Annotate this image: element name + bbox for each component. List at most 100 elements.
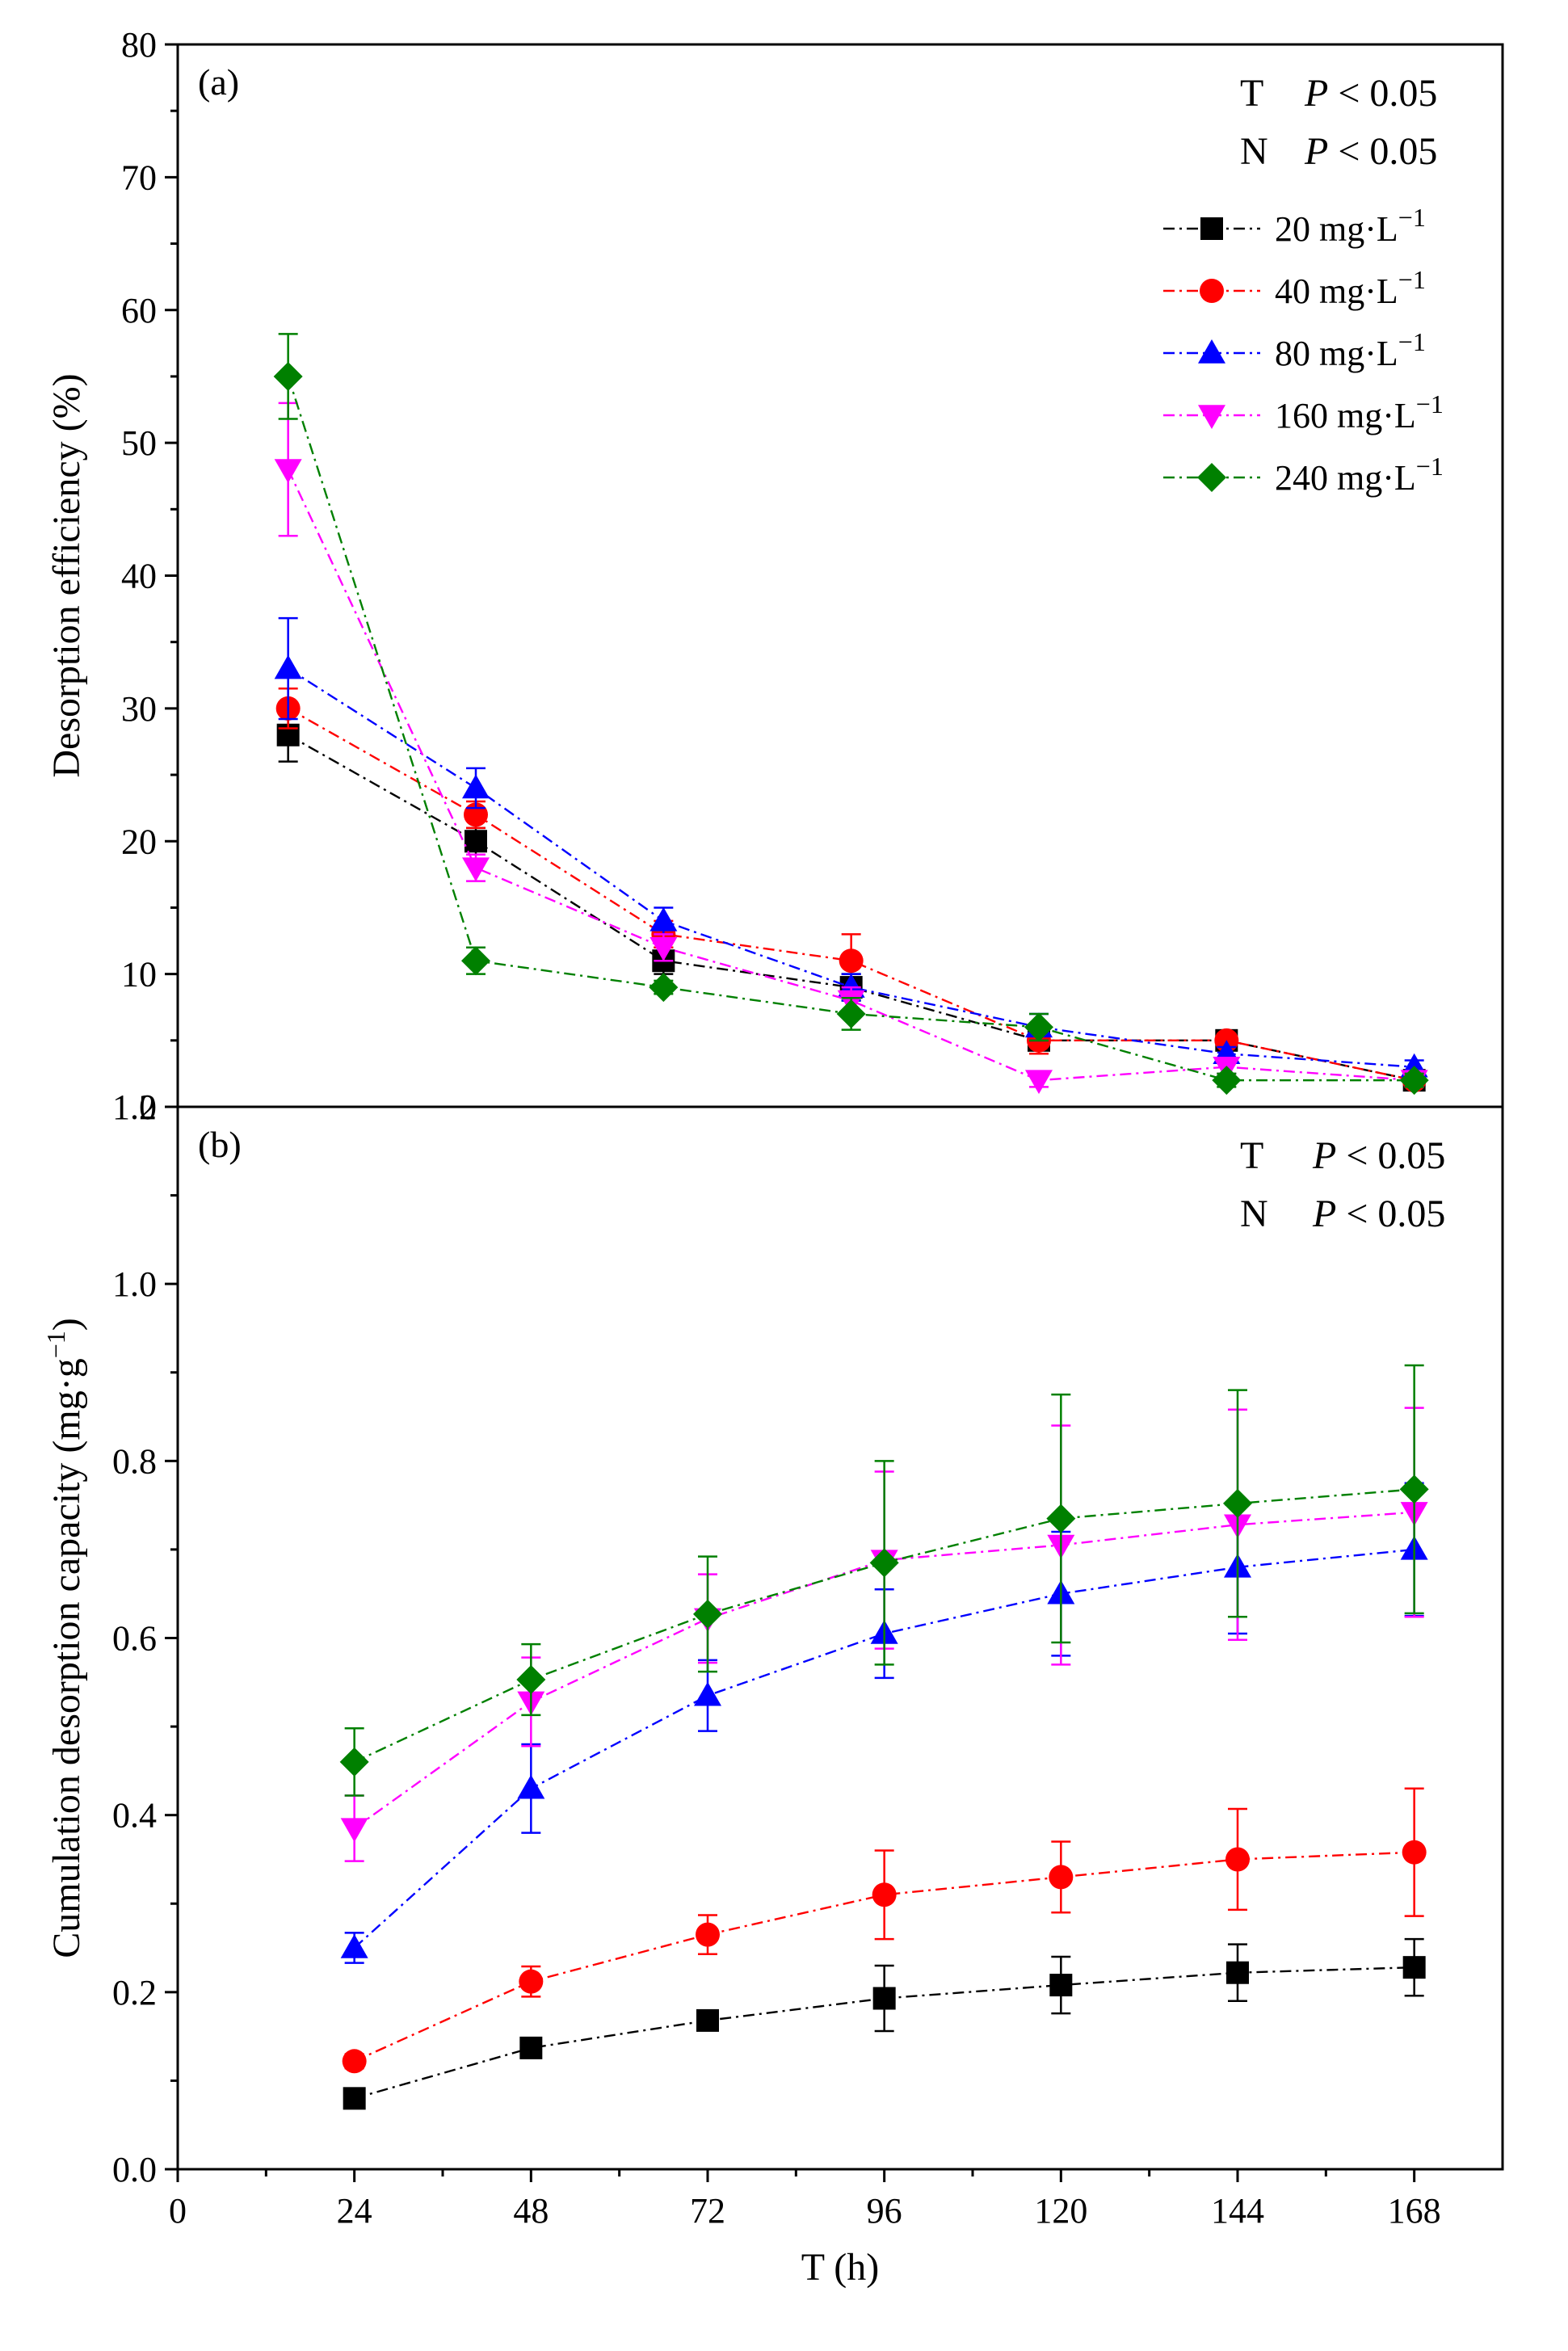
- panel-a: 0 10 20 30 40 50 60 70 80 Desorption efficiency (…: [45, 25, 1504, 1127]
- series-2: [342, 1787, 1427, 2074]
- legend-marker: [1197, 463, 1226, 492]
- panel-label: (b): [198, 1124, 242, 1165]
- data-point: [836, 999, 866, 1028]
- x-axis: T (h): [801, 2246, 879, 2289]
- data-point: [694, 1681, 721, 1706]
- legend-item: 80 mg·L−1: [1163, 327, 1426, 373]
- data-point: [340, 1818, 368, 1843]
- x-tick-label: 0: [169, 2191, 187, 2231]
- data-point: [1049, 1865, 1074, 1890]
- data-point: [1226, 1961, 1249, 1984]
- y-tick-label: 30: [121, 689, 157, 729]
- data-point: [649, 937, 678, 961]
- y-tick-label: 0: [139, 1087, 157, 1127]
- plot-frame: [176, 1105, 1504, 2171]
- legend-item: 20 mg·L−1: [1163, 203, 1426, 249]
- y-tick-label: 0.4: [112, 1796, 157, 1836]
- data-point: [519, 1969, 544, 1994]
- data-point: [274, 654, 302, 679]
- y-tick-label: 0.2: [112, 1973, 157, 2012]
- data-point: [342, 2049, 367, 2074]
- legend-marker: [1200, 279, 1224, 303]
- x-tick-label: 144: [1211, 2191, 1264, 2231]
- data-point: [519, 2036, 543, 2059]
- data-point: [1399, 1474, 1429, 1504]
- data-point: [1402, 1840, 1427, 1865]
- data-point: [1046, 1504, 1076, 1533]
- series-4: [274, 402, 1428, 1095]
- x-axis-title: T (h): [801, 2246, 879, 2289]
- series-5: [339, 1364, 1429, 1797]
- plot-frame: [176, 43, 1504, 1108]
- y-tick-label: 0.8: [112, 1441, 157, 1481]
- data-point: [1049, 1974, 1073, 1997]
- data-point: [839, 948, 864, 974]
- series-2: [275, 687, 1427, 1093]
- x-tick-label: 48: [513, 2191, 549, 2231]
- y-axis-title: Desorption efficiency (%): [45, 373, 88, 777]
- y-tick-label: 1.0: [112, 1264, 157, 1304]
- series-5: [273, 333, 1429, 1096]
- legend: 20 mg·L−1 40 mg·L−1 80 mg·L−1 160 mg·L−1 240…: [1163, 203, 1444, 498]
- data-point: [339, 1747, 369, 1777]
- y-tick-label: 40: [121, 557, 157, 596]
- data-point: [340, 1934, 368, 1958]
- y-tick-label: 0.0: [112, 2150, 157, 2189]
- y-axis-title: Cumulation desorption capacity (mg·g−1): [41, 1318, 88, 1958]
- data-point: [516, 1665, 546, 1695]
- data-point: [1024, 1012, 1053, 1042]
- data-point: [649, 973, 679, 1003]
- x-tick-label: 96: [867, 2191, 902, 2231]
- y-tick-label: 20: [121, 822, 157, 861]
- data-point: [465, 830, 487, 853]
- data-point: [696, 1922, 720, 1947]
- data-point: [343, 2087, 366, 2110]
- data-point: [462, 774, 490, 799]
- x-tick-label: 24: [337, 2191, 372, 2231]
- y-tick-label: 1.2: [112, 1087, 157, 1127]
- x-tick-label: 72: [690, 2191, 725, 2231]
- y-tick-label: 50: [121, 423, 157, 463]
- y-tick-label: 60: [121, 291, 157, 330]
- x-tick-label: 168: [1388, 2191, 1441, 2231]
- data-point: [461, 946, 490, 976]
- panel-b: 0.00.20.40.60.81.01.20 24 48 72 96 120 144 168C…: [41, 1087, 1504, 2231]
- data-point: [273, 361, 303, 391]
- data-point: [1025, 1070, 1053, 1095]
- data-point: [1225, 1847, 1250, 1872]
- data-point: [1212, 1066, 1242, 1096]
- y-tick-label: 80: [121, 25, 157, 65]
- legend-label: 80 mg·L−1: [1275, 327, 1426, 373]
- data-point: [872, 1882, 897, 1907]
- data-point: [872, 1987, 896, 2010]
- panel-label: (a): [198, 61, 239, 103]
- legend-item: 240 mg·L−1: [1163, 452, 1444, 498]
- data-point: [517, 1774, 545, 1799]
- data-point: [274, 459, 302, 483]
- data-point: [1402, 1956, 1426, 1979]
- legend-marker: [1198, 339, 1225, 364]
- data-point: [1223, 1488, 1252, 1518]
- y-tick-label: 70: [121, 158, 157, 197]
- legend-marker: [1198, 405, 1225, 429]
- legend-item: 160 mg·L−1: [1163, 389, 1444, 435]
- legend-marker: [1200, 217, 1223, 240]
- data-point: [693, 1599, 722, 1629]
- data-point: [649, 906, 678, 932]
- legend-item: 40 mg·L−1: [1163, 265, 1426, 311]
- y-tick-label: 0.6: [112, 1619, 157, 1659]
- legend-label: 240 mg·L−1: [1275, 452, 1444, 498]
- legend-label: 160 mg·L−1: [1275, 389, 1444, 435]
- legend-label: 40 mg·L−1: [1275, 265, 1426, 311]
- x-tick-label: 120: [1034, 2191, 1087, 2231]
- y-tick-label: 10: [121, 955, 157, 995]
- data-point: [696, 2008, 719, 2032]
- series-1: [343, 1937, 1426, 2110]
- series-1: [276, 707, 1426, 1092]
- data-point: [462, 857, 490, 882]
